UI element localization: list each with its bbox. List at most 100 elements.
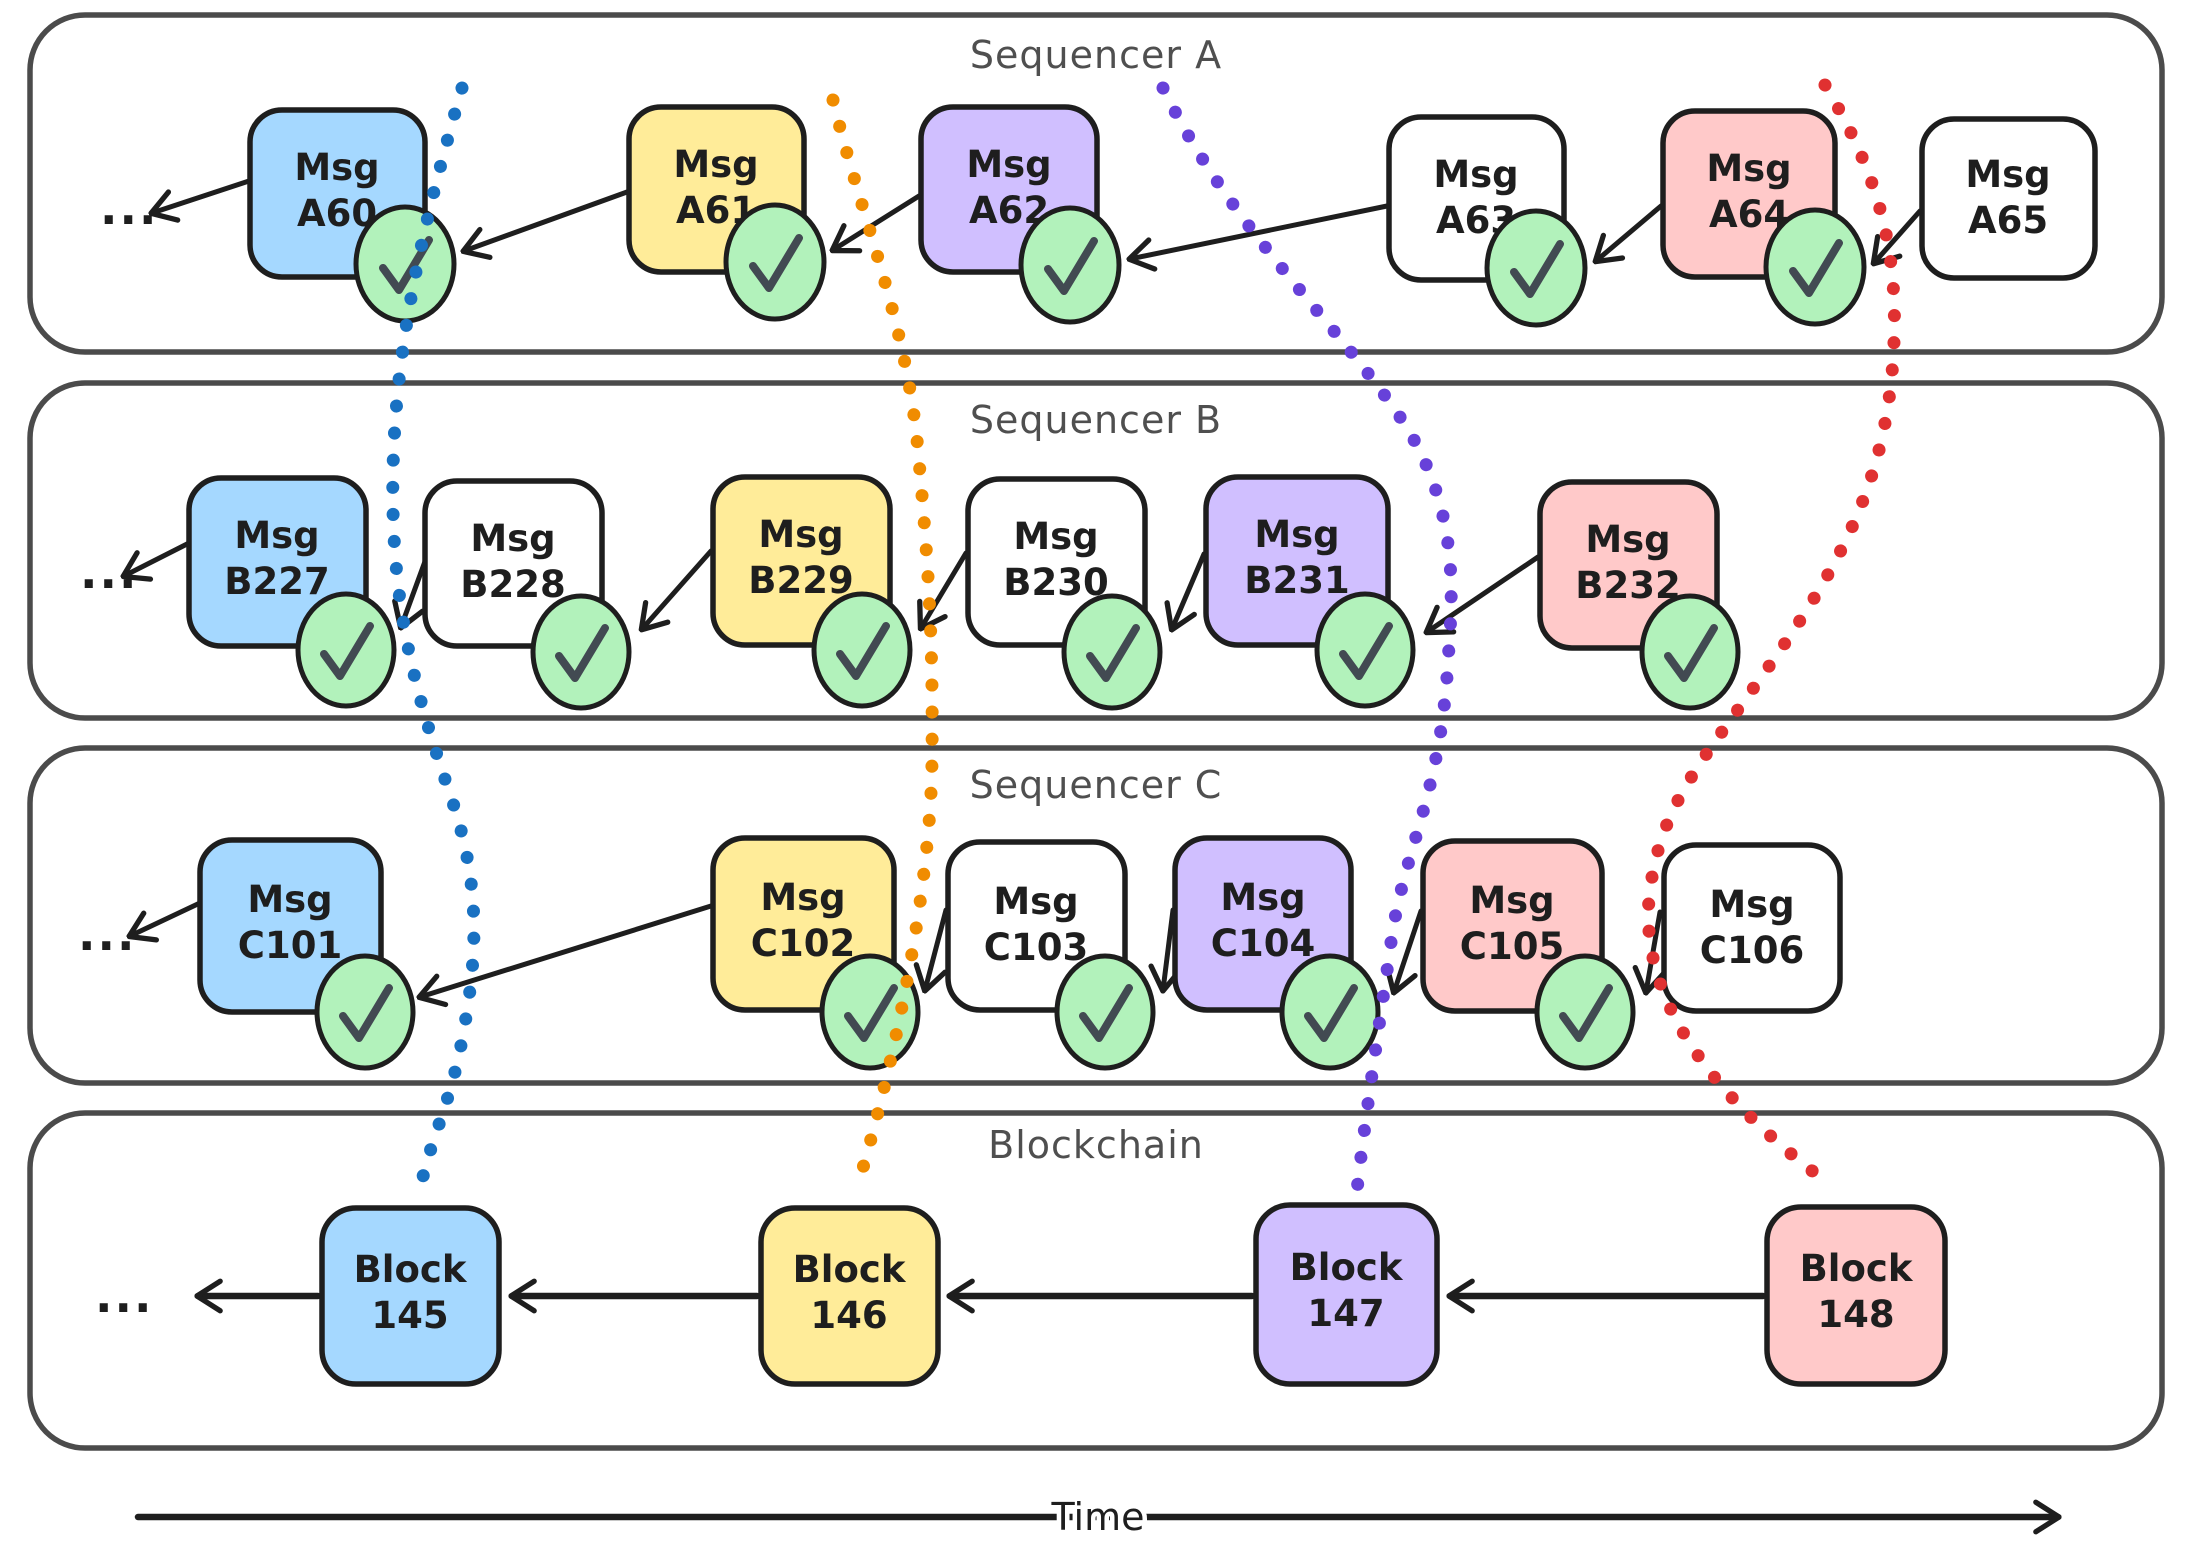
confirmation-check <box>1314 591 1416 709</box>
msg-label: Msg <box>247 878 332 921</box>
msg-label: Msg <box>673 143 758 186</box>
msg-label: Msg <box>758 513 843 556</box>
msg-id: B231 <box>1244 559 1349 602</box>
history-ellipsis-a: ... <box>100 181 158 235</box>
panel-blockchain <box>27 1110 2165 1451</box>
check-icon <box>339 984 393 1042</box>
msg-link-arrow <box>1172 551 1207 629</box>
confirmation-check <box>1279 953 1381 1071</box>
check-icon <box>749 234 803 292</box>
msg-link-arrow <box>1394 908 1424 992</box>
msg-label: Msg <box>1433 153 1518 196</box>
msg-link-arrow <box>1130 203 1390 259</box>
confirmation-check <box>811 591 913 709</box>
msg-link-arrow <box>124 539 194 576</box>
msg-label: Msg <box>1709 883 1794 926</box>
msg-link-arrow <box>464 189 630 251</box>
check-icon <box>379 236 433 294</box>
check-icon <box>1079 984 1133 1042</box>
block-label: Block <box>354 1248 468 1291</box>
msg-label: Msg <box>1254 513 1339 556</box>
msg-link-arrow <box>833 193 922 250</box>
check-icon <box>844 984 898 1042</box>
msg-id: C106 <box>1700 929 1804 972</box>
msg-id: C102 <box>751 922 855 965</box>
check-icon <box>1339 622 1393 680</box>
msg-link-arrow <box>130 899 205 936</box>
msg-label: Msg <box>966 143 1051 186</box>
msg-link-arrow <box>1874 208 1923 263</box>
msg-label: Msg <box>294 146 379 189</box>
block-label: Block <box>793 1248 907 1291</box>
check-icon <box>1304 984 1358 1042</box>
block-id: 145 <box>371 1294 448 1337</box>
msg-id: B227 <box>224 560 329 603</box>
check-icon <box>320 622 374 680</box>
msg-link-arrow <box>1596 203 1664 261</box>
panel-title-sequencer-b: Sequencer B <box>970 398 1222 442</box>
batch-link-purple-dotted <box>1156 81 1458 1197</box>
confirmation-check <box>1639 593 1741 711</box>
msg-link-arrow <box>925 907 949 990</box>
confirmation-check <box>295 591 397 709</box>
batch-link-red-dotted <box>1641 78 1901 1193</box>
batch-link-orange-dotted <box>826 93 939 1192</box>
block-label: Block <box>1290 1246 1404 1289</box>
confirmation-check <box>353 204 457 324</box>
block-id: 146 <box>810 1294 887 1337</box>
msg-id: C104 <box>1211 922 1315 965</box>
check-icon <box>1044 237 1098 295</box>
block-id: 148 <box>1817 1293 1894 1336</box>
msg-id: B230 <box>1003 561 1108 604</box>
check-icon <box>555 624 609 682</box>
msg-id: A65 <box>1968 199 2048 242</box>
msg-link-arrow <box>921 550 969 628</box>
msg-id: C101 <box>238 924 342 967</box>
history-ellipsis-c: ... <box>78 907 136 961</box>
msg-label: Msg <box>1585 518 1670 561</box>
msg-link-arrow <box>1163 907 1173 990</box>
confirmation-check <box>1534 953 1636 1071</box>
panel-title-sequencer-a: Sequencer A <box>970 33 1222 77</box>
msg-link-arrow <box>420 903 714 997</box>
panel-title-sequencer-c: Sequencer C <box>970 763 1223 807</box>
confirmation-check <box>530 593 632 711</box>
confirmation-check <box>1018 205 1122 325</box>
batch-link-blue-dotted <box>386 81 481 1197</box>
msg-link-arrow <box>642 548 714 629</box>
msg-link-arrow <box>152 177 255 213</box>
block-147: Block 147 <box>1253 1202 1440 1387</box>
msg-label: Msg <box>1013 515 1098 558</box>
check-icon <box>1086 624 1140 682</box>
msg-label: Msg <box>470 517 555 560</box>
check-icon <box>1664 624 1718 682</box>
msg-id: B229 <box>748 559 853 602</box>
msg-a65: Msg A65 <box>1919 116 2098 281</box>
msg-id: A60 <box>297 192 377 235</box>
confirmation-check <box>1763 207 1867 327</box>
check-icon <box>1559 984 1613 1042</box>
confirmation-check <box>723 202 827 322</box>
block-145: Block 145 <box>319 1205 502 1387</box>
msg-id: C103 <box>984 926 1088 969</box>
msg-label: Msg <box>760 876 845 919</box>
msg-label: Msg <box>1965 153 2050 196</box>
msg-link-arrow <box>1427 554 1541 632</box>
check-icon <box>836 622 890 680</box>
check-icon <box>1510 240 1564 298</box>
